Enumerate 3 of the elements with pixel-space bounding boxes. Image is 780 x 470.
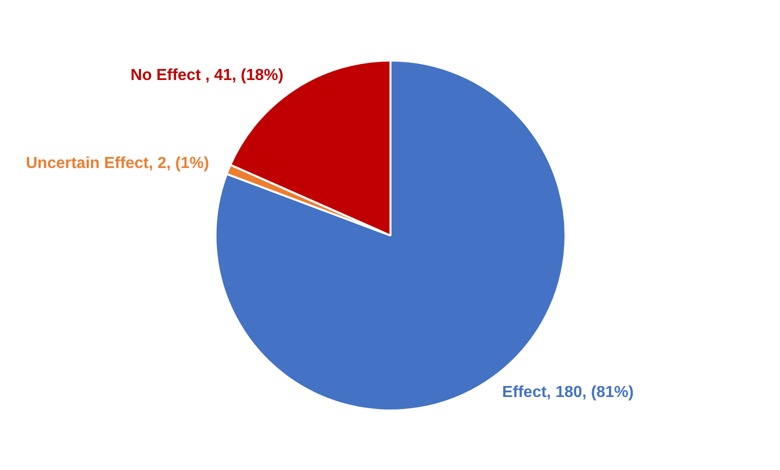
slice-label: Effect, 180, (81%) [502, 384, 634, 401]
slice-label: Uncertain Effect, 2, (1%) [26, 154, 210, 172]
slice-label: No Effect , 41, (18%) [130, 67, 284, 84]
